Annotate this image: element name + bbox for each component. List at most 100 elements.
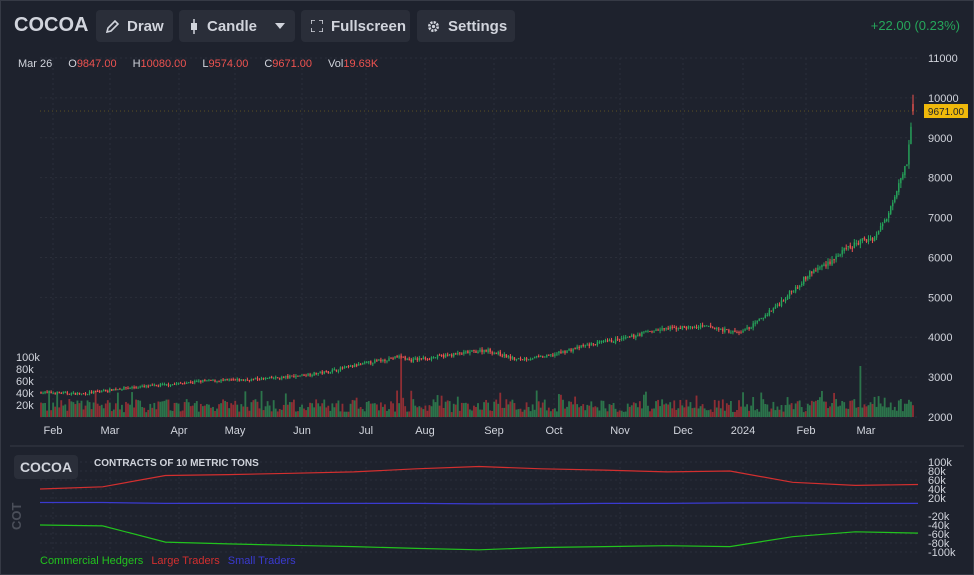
volume-bar [301,404,303,417]
candle-body [517,358,520,360]
candle-body [604,340,607,342]
price-change: +22.00 (0.23%) [870,18,960,33]
candle-body [68,393,71,395]
candle-body [722,328,724,332]
candle-body [707,325,710,327]
volume-bar [717,400,720,417]
candle-body [515,358,518,360]
candle-body [714,328,716,330]
volume-bar [448,401,451,417]
candle-body [52,392,54,394]
candle-body [131,387,133,389]
volume-bar [70,401,73,417]
settings-button[interactable]: Settings [417,10,515,42]
candle-body [234,379,236,381]
candle-body [86,393,89,395]
candle-body [127,387,129,389]
candle-body [529,359,532,361]
candle-body [685,326,688,329]
volume-bar [847,408,850,417]
volume-bar [62,405,65,417]
volume-bar [586,404,589,417]
volume-bar [44,402,46,417]
candle-body [159,384,162,387]
volume-bar [790,403,793,417]
candle-body [384,359,386,362]
candle-body [309,374,311,376]
volume-bar [129,404,131,417]
candle-body [250,378,253,382]
volume-bar [778,409,781,417]
volume-bar [533,409,536,417]
candle-body [94,391,97,393]
volume-bar [193,403,196,417]
volume-bar [175,402,178,417]
candle-body [272,378,275,380]
volume-bar [94,390,97,417]
candle-body [667,327,669,330]
volume-bar [770,408,773,417]
cot-y-tick-label: 40k [928,484,946,496]
candle-body [163,383,166,385]
volume-bar [610,404,613,417]
legend-commercial-hedgers[interactable]: Commercial Hedgers [40,555,144,567]
candle-body [590,343,593,346]
draw-button[interactable]: Draw [96,10,173,42]
draw-label: Draw [127,17,164,35]
volume-bar [137,400,140,417]
volume-bar [58,407,61,417]
volume-bar [762,399,765,417]
y-tick-label: 5000 [928,292,952,304]
x-tick-label: Mar [101,425,120,437]
volume-bar [272,400,275,417]
volume-bar [863,404,866,417]
volume-bar [288,402,291,417]
volume-bar [768,411,771,417]
volume-bar [203,405,206,417]
candle-body [277,377,279,379]
candle-body [552,354,554,356]
candle-body [82,393,85,395]
candle-body [770,310,773,312]
candle-body [748,327,750,329]
volume-bar [258,408,261,417]
candle-type-dropdown[interactable]: Candle [179,10,295,42]
candle-body [173,383,176,385]
candle-body [177,382,180,384]
candle-body [372,363,374,365]
candle-body [40,391,42,394]
candle-body [742,330,744,333]
candle-body [105,389,107,392]
legend-large-traders[interactable]: Large Traders [151,555,220,567]
volume-bar [845,408,848,417]
volume-bar [216,408,218,417]
volume-bar [197,411,200,417]
volume-bar [837,406,840,417]
volume-bar [810,400,813,417]
candle-body [792,291,795,293]
volume-bar [214,410,216,417]
volume-bar [505,399,508,417]
volume-bar [157,401,160,417]
candle-body [179,382,182,384]
volume-bar [416,407,419,417]
volume-bar [788,404,791,417]
candle-body [196,381,198,383]
candle-body [572,348,574,352]
volume-bar [305,410,307,417]
candle-body [560,351,562,354]
volume-bar [80,400,83,417]
candle-body [390,357,392,359]
candle-body [92,391,95,394]
fullscreen-button[interactable]: Fullscreen [301,10,410,42]
volume-bar [88,402,91,417]
legend-small-traders[interactable]: Small Traders [227,555,296,567]
volume-bar [897,400,900,417]
candle-body [734,330,736,333]
candle-body [353,364,356,368]
volume-bar [361,409,364,417]
volume-bar [106,400,109,417]
candle-body [187,382,190,384]
candle-body [841,250,843,255]
